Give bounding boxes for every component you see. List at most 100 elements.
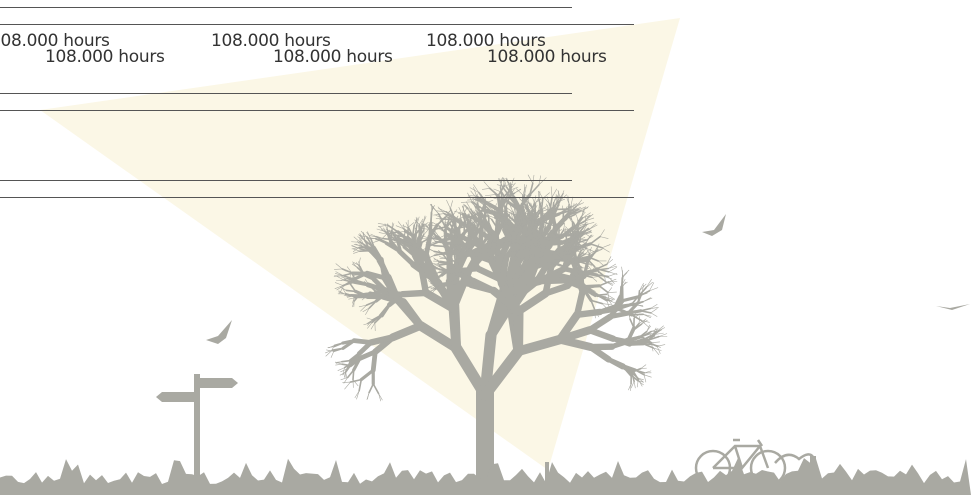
branch	[509, 203, 514, 213]
branch	[567, 246, 574, 254]
branch	[637, 292, 643, 304]
branch	[638, 316, 640, 324]
branch	[348, 297, 355, 300]
branch	[574, 243, 578, 251]
branch	[595, 273, 606, 282]
branch	[370, 322, 376, 330]
rule	[0, 197, 634, 198]
branch	[605, 296, 614, 300]
branch	[630, 383, 632, 391]
branch	[521, 204, 530, 211]
branch	[354, 390, 360, 399]
branch	[570, 203, 581, 208]
branch	[630, 374, 639, 382]
branch	[591, 277, 598, 282]
branch	[588, 288, 593, 296]
branch	[598, 285, 609, 294]
branch	[338, 290, 347, 295]
branch	[583, 215, 591, 223]
branch	[377, 256, 391, 280]
branch	[516, 211, 522, 226]
branch	[342, 274, 355, 281]
branch	[550, 186, 553, 198]
branch	[484, 208, 489, 216]
branch	[368, 246, 382, 261]
branch	[454, 271, 476, 284]
branch	[413, 218, 419, 226]
branch	[584, 248, 591, 255]
branch	[468, 226, 475, 237]
branch	[570, 207, 582, 211]
branch	[458, 217, 461, 228]
branch	[465, 201, 472, 211]
branch	[427, 255, 435, 259]
branch	[542, 264, 555, 297]
branch	[516, 224, 524, 243]
branch	[373, 314, 383, 322]
branch	[641, 319, 648, 325]
branch	[488, 238, 498, 264]
branch	[605, 296, 613, 302]
branch	[589, 287, 596, 292]
branch	[577, 206, 587, 211]
post	[545, 462, 549, 484]
branch	[561, 258, 574, 265]
branch	[363, 280, 370, 286]
tree	[325, 174, 668, 493]
branch	[545, 221, 551, 229]
branch	[562, 205, 564, 214]
branch	[439, 261, 451, 265]
branch	[570, 215, 573, 224]
branch	[547, 212, 557, 230]
branch	[505, 253, 526, 281]
branch	[473, 184, 480, 193]
branch	[606, 256, 612, 265]
branch	[640, 364, 647, 369]
branch	[456, 216, 468, 220]
branch	[352, 300, 355, 308]
branch	[493, 203, 497, 212]
branch	[471, 201, 485, 211]
branch	[395, 225, 404, 230]
branch	[343, 278, 355, 287]
branch	[554, 235, 563, 239]
branch	[423, 234, 433, 258]
branch	[538, 202, 542, 211]
branch	[522, 186, 526, 196]
branch	[568, 248, 576, 253]
branch	[503, 240, 523, 261]
branch	[641, 284, 644, 294]
branch	[546, 230, 557, 235]
branch	[563, 206, 568, 214]
branch	[438, 235, 446, 248]
branch	[432, 262, 441, 266]
branch	[630, 314, 643, 322]
branch	[580, 229, 590, 234]
branch	[344, 293, 357, 298]
branch	[620, 295, 640, 303]
branch	[578, 237, 586, 241]
branch	[508, 212, 511, 221]
branch	[388, 229, 397, 236]
branch	[551, 200, 559, 214]
branch	[479, 201, 487, 208]
branch	[563, 228, 571, 231]
branch	[335, 361, 343, 363]
branch	[458, 212, 468, 217]
branch	[334, 282, 344, 286]
branch	[497, 279, 523, 316]
branch	[596, 248, 605, 251]
branch	[376, 228, 386, 232]
branch	[479, 211, 490, 227]
branch	[553, 203, 560, 216]
branch	[360, 295, 368, 297]
branch	[513, 203, 519, 213]
branch	[416, 216, 420, 225]
branch	[388, 321, 425, 342]
branch	[551, 188, 557, 198]
branch	[367, 334, 396, 346]
branch	[536, 214, 543, 224]
branch	[520, 219, 533, 227]
branch	[643, 374, 652, 378]
branch	[384, 230, 397, 241]
